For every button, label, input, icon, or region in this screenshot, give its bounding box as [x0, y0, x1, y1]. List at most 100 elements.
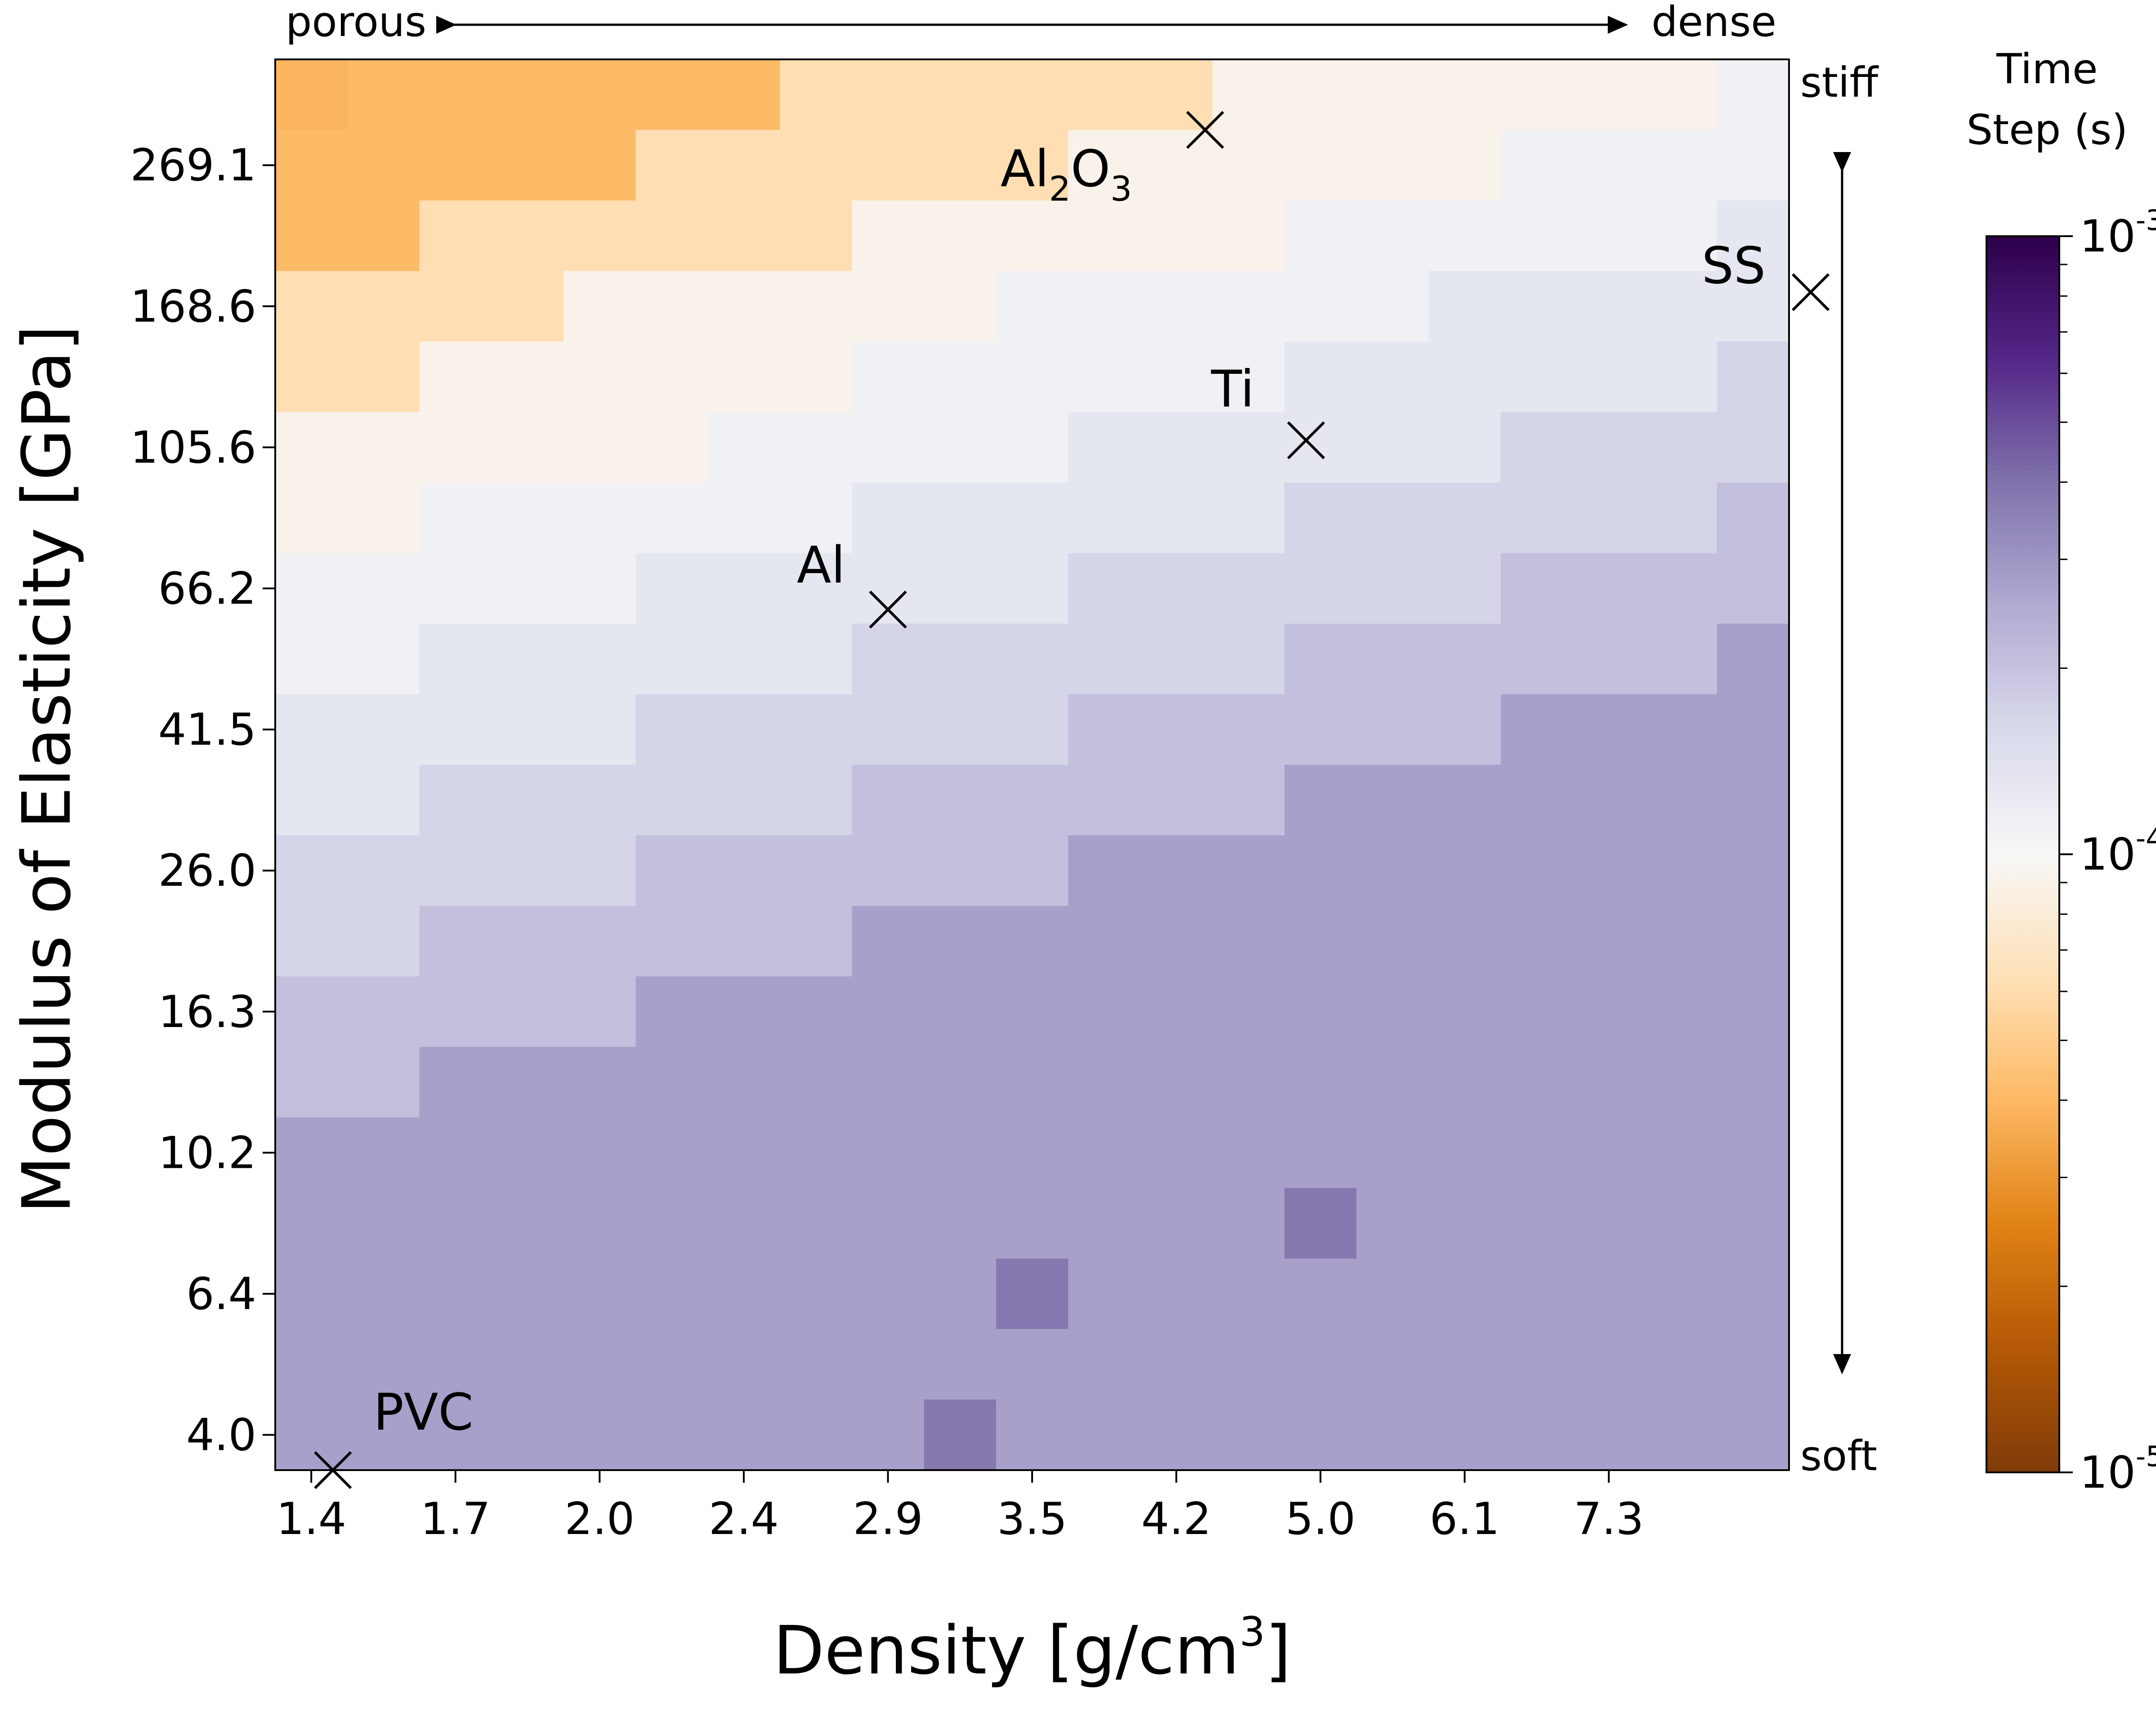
heatmap-cell [852, 1258, 925, 1330]
heatmap-cell [707, 271, 780, 342]
heatmap-cell [1428, 1188, 1501, 1259]
heatmap-cell [1068, 1188, 1141, 1259]
heatmap-cell [1356, 906, 1429, 977]
heatmap-cell [996, 694, 1069, 765]
heatmap-cell [635, 271, 708, 342]
heatmap-cell [491, 412, 564, 483]
heatmap-cell [1500, 553, 1573, 624]
heatmap-cell [1428, 271, 1501, 342]
heatmap-cell [347, 271, 420, 342]
heatmap-cell [1645, 694, 1718, 765]
heatmap-cell [1717, 341, 1789, 413]
heatmap-cell [924, 130, 997, 201]
heatmap-cell [347, 130, 420, 201]
heatmap-cell [1212, 694, 1285, 765]
heatmap-cell [1428, 130, 1501, 201]
heatmap-cell [1212, 623, 1285, 695]
heatmap-cell [564, 623, 636, 695]
heatmap-cell [1500, 200, 1573, 272]
heatmap-cell [1356, 482, 1429, 554]
heatmap-cell [924, 59, 997, 130]
heatmap-cell [1068, 835, 1141, 906]
heatmap-cell [1140, 59, 1213, 130]
heatmap-cell [275, 341, 348, 413]
heatmap-cell [1717, 765, 1789, 836]
heatmap-cell [1212, 412, 1285, 483]
heatmap-cell [780, 1117, 853, 1189]
heatmap-cell [419, 1329, 492, 1400]
heatmap-cell [1284, 623, 1357, 695]
heatmap-cell [1428, 1329, 1501, 1400]
heatmap-cell [564, 906, 636, 977]
heatmap-cell [1356, 200, 1429, 272]
heatmap-cell [491, 1117, 564, 1189]
y-tick-label: 16.3 [158, 987, 256, 1038]
material-label: SS [1702, 237, 1766, 295]
heatmap-cell [1645, 482, 1718, 554]
heatmap-cell [924, 1329, 997, 1400]
heatmap-cell [1573, 694, 1646, 765]
heatmap-cell [419, 906, 492, 977]
heatmap-cell [1356, 1329, 1429, 1400]
heatmap-cell [347, 906, 420, 977]
heatmap-cell [1068, 341, 1141, 413]
heatmap-cell [852, 130, 925, 201]
heatmap-cell [1500, 1188, 1573, 1259]
heatmap-cell [1356, 130, 1429, 201]
heatmap-cell [1428, 906, 1501, 977]
heatmap-cell [1428, 341, 1501, 413]
heatmap-cell [924, 1258, 997, 1330]
heatmap-cell [1717, 1399, 1789, 1471]
heatmap-cell [924, 694, 997, 765]
heatmap-cell [564, 1258, 636, 1330]
heatmap-cell [780, 59, 853, 130]
heatmap-cell [780, 1258, 853, 1330]
heatmap-cell [1068, 906, 1141, 977]
heatmap-cell [1212, 835, 1285, 906]
heatmap-cell [491, 1258, 564, 1330]
heatmap-cell [491, 1188, 564, 1259]
x-tick-label: 1.7 [420, 1494, 491, 1545]
heatmap-cell [275, 694, 348, 765]
heatmap-cell [1573, 412, 1646, 483]
heatmap-cell [1645, 1047, 1718, 1118]
heatmap-cell [347, 835, 420, 906]
heatmap-cell [852, 59, 925, 130]
marker-cross-stroke [1186, 111, 1224, 149]
marker-cross-stroke [869, 590, 907, 629]
heatmap-cell [564, 765, 636, 836]
heatmap-cell [1356, 976, 1429, 1047]
colorbar-title-line2: Step (s) [1967, 106, 2128, 154]
heatmap-cell [1140, 341, 1213, 413]
heatmap-cell [347, 1188, 420, 1259]
heatmap-cell [780, 1188, 853, 1259]
heatmap-cell [1068, 271, 1141, 342]
heatmap-cell [707, 1329, 780, 1400]
heatmap-cell [1068, 1399, 1141, 1471]
heatmap-cell [852, 623, 925, 695]
heatmap-cell [780, 1329, 853, 1400]
heatmap-cell [1500, 59, 1573, 130]
heatmap-cell [1428, 1117, 1501, 1189]
heatmap-cell [635, 482, 708, 554]
heatmap-cell [707, 835, 780, 906]
heatmap-cell [1068, 1329, 1141, 1400]
heatmap-cell [1140, 1258, 1213, 1330]
heatmap-cell [275, 1117, 348, 1189]
heatmap-cell [419, 130, 492, 201]
heatmap-cell [1717, 130, 1789, 201]
heatmap-cell [1068, 1047, 1141, 1118]
heatmap-cell [1573, 1329, 1646, 1400]
heatmap-cell [1500, 1258, 1573, 1330]
heatmap-cell [491, 1047, 564, 1118]
heatmap-cell [1717, 623, 1789, 695]
heatmap-cell [996, 835, 1069, 906]
heatmap-cell [1140, 412, 1213, 483]
heatmap-cell [275, 765, 348, 836]
y-axis-title: Modulus of Elasticity [GPa] [8, 325, 85, 1214]
heatmap-cell [491, 1399, 564, 1471]
heatmap-cell [1573, 835, 1646, 906]
heatmap-cell [1717, 1188, 1789, 1259]
heatmap-cell [707, 906, 780, 977]
heatmap-cell [707, 1047, 780, 1118]
